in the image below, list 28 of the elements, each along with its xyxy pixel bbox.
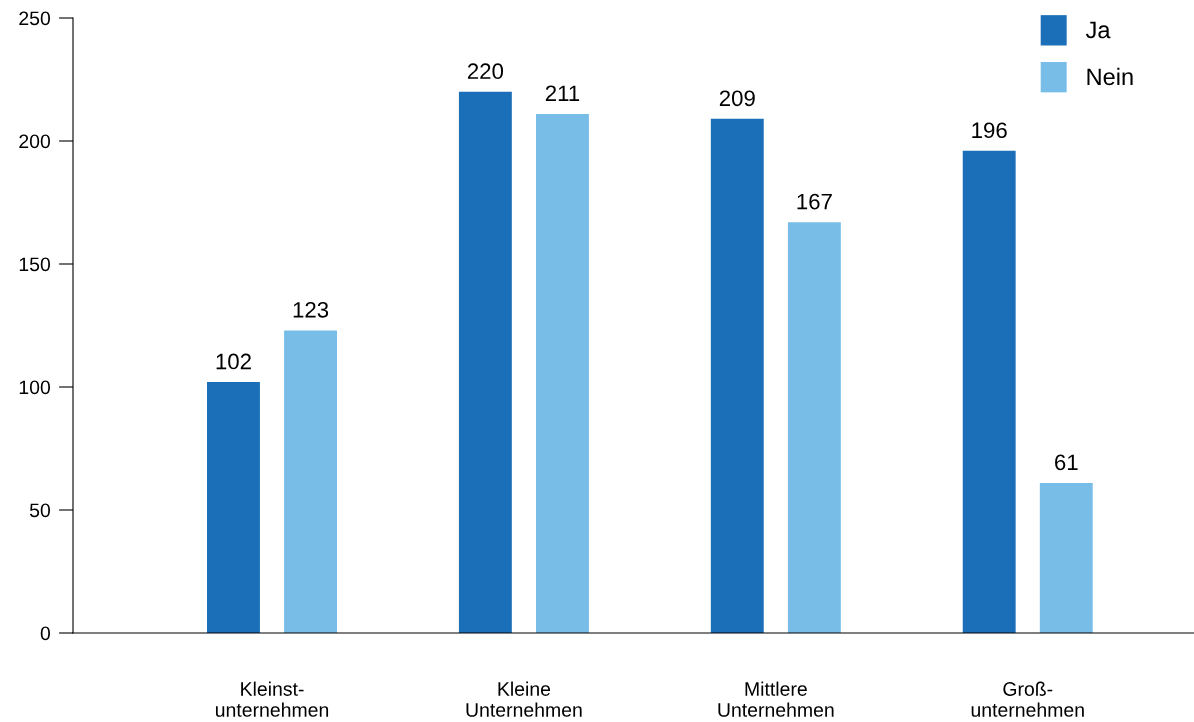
data-label: 167 xyxy=(797,193,832,210)
y-tick-label: 0 xyxy=(40,626,51,641)
bar xyxy=(962,150,1016,633)
bar xyxy=(284,330,337,633)
data-label: 102 xyxy=(216,353,251,370)
bar xyxy=(1039,482,1093,633)
legend-label: Ja xyxy=(1085,21,1111,39)
bar xyxy=(710,118,764,633)
data-label: 209 xyxy=(719,90,755,107)
x-tick-label: Kleine Unternehmen xyxy=(466,681,582,717)
x-tick-label: Groß- unternehmen xyxy=(971,681,1084,717)
bar xyxy=(536,113,589,633)
data-label: 61 xyxy=(1055,454,1078,471)
y-tick-label: 150 xyxy=(19,257,51,272)
y-tick-label: 200 xyxy=(19,134,51,149)
data-label: 211 xyxy=(545,85,580,101)
y-tick-label: 50 xyxy=(29,503,51,518)
legend-label: Nein xyxy=(1087,67,1133,86)
y-tick-label: 250 xyxy=(19,11,51,26)
y-tick-label: 100 xyxy=(19,380,51,395)
x-tick-label: Kleinst- unternehmen xyxy=(215,681,329,717)
data-label: 123 xyxy=(293,301,329,318)
x-tick-label: Mittlere Unternehmen xyxy=(718,681,834,717)
bar xyxy=(787,222,841,633)
bar xyxy=(207,382,260,633)
data-label: 220 xyxy=(467,63,504,80)
data-label: 196 xyxy=(972,122,1007,139)
bar xyxy=(458,91,512,633)
